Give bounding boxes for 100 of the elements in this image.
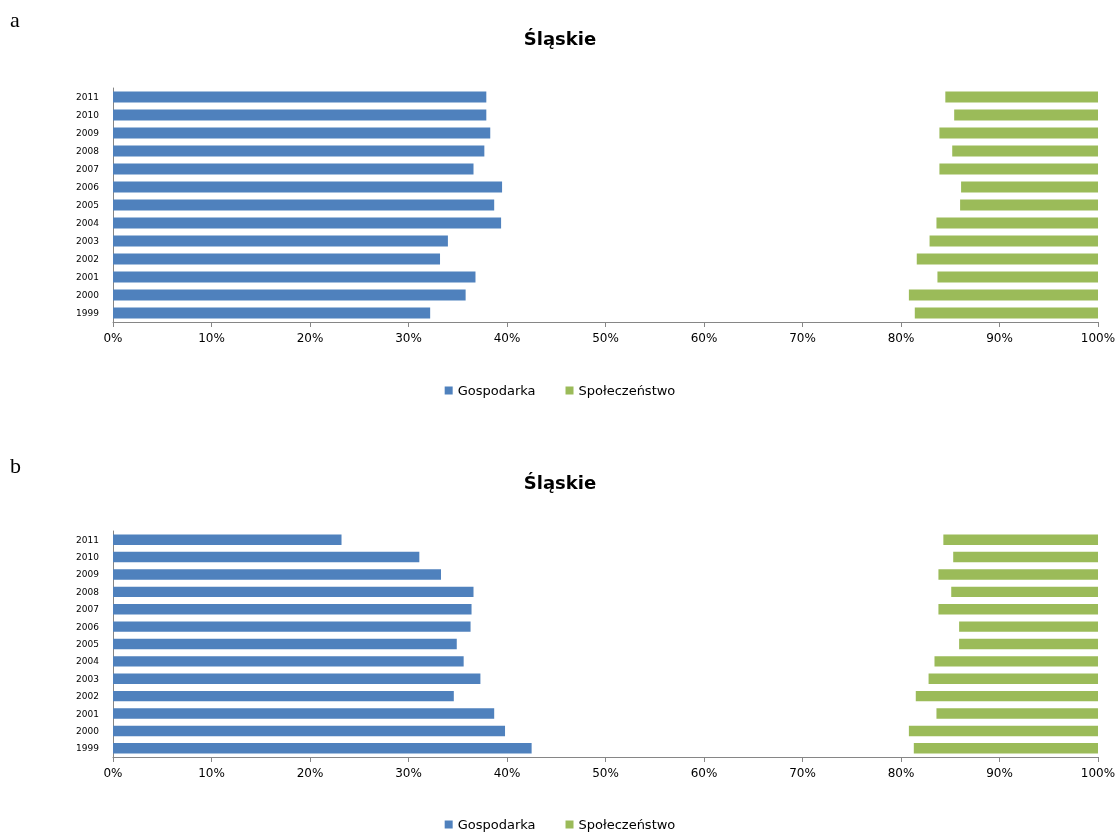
y-tick-label: 2010 <box>76 552 100 563</box>
x-tick-label: 70% <box>789 331 816 345</box>
bar <box>939 127 1098 139</box>
bar <box>113 551 420 563</box>
x-tick-label: 0% <box>103 331 123 345</box>
bar <box>959 638 1098 650</box>
x-tick-label: 40% <box>493 331 521 345</box>
bar <box>929 235 1098 247</box>
bar <box>113 163 474 175</box>
y-tick-label: 2007 <box>76 604 99 615</box>
y-tick-label: 2008 <box>76 586 100 597</box>
bar <box>961 181 1098 193</box>
bar <box>938 569 1098 580</box>
bar <box>951 586 1098 598</box>
y-tick-label: 2008 <box>76 146 100 156</box>
text: b <box>10 452 21 478</box>
bar <box>913 743 1098 754</box>
y-tick-label: 2006 <box>76 621 100 632</box>
bar <box>113 638 457 650</box>
bar <box>113 621 471 632</box>
bar <box>952 145 1098 157</box>
x-tick-label: 100% <box>1080 331 1116 345</box>
x-tick-label: 90% <box>986 331 1013 345</box>
y-tick-label: 2009 <box>76 569 100 580</box>
bar <box>113 604 472 615</box>
x-tick-label: 90% <box>986 766 1013 780</box>
text: a <box>10 6 20 32</box>
legend-label: Gospodarka <box>457 383 536 398</box>
bar <box>936 217 1098 229</box>
x-tick-label: 50% <box>592 331 619 345</box>
bar <box>113 690 454 702</box>
bar <box>113 109 487 121</box>
bar <box>113 289 466 301</box>
bar <box>113 656 464 667</box>
bar <box>954 109 1098 121</box>
x-tick-label: 100% <box>1080 766 1116 780</box>
y-tick-label: 2002 <box>76 691 99 702</box>
x-tick-label: 0% <box>103 766 123 780</box>
bar <box>113 91 487 103</box>
y-tick-label: 2004 <box>76 656 100 667</box>
x-tick-label: 20% <box>296 766 324 780</box>
bar <box>113 586 474 598</box>
y-tick-label: 2010 <box>76 110 100 120</box>
bar <box>928 673 1098 684</box>
y-tick-label: 1999 <box>76 308 100 318</box>
chart-title: Śląskie <box>523 27 597 49</box>
x-tick-label: 80% <box>887 766 915 780</box>
bar <box>916 253 1098 265</box>
bar <box>113 743 532 754</box>
y-tick-label: 2005 <box>76 639 99 649</box>
bar <box>113 673 481 684</box>
y-tick-label: 2004 <box>76 218 100 228</box>
y-tick-label: 2007 <box>76 164 99 174</box>
x-tick-label: 10% <box>198 331 225 345</box>
bar <box>113 217 502 229</box>
y-tick-label: 2003 <box>76 673 99 684</box>
x-tick-label: 70% <box>789 766 816 780</box>
bar <box>113 127 491 139</box>
x-tick-label: 30% <box>395 766 422 780</box>
y-tick-label: 2011 <box>76 92 99 102</box>
bar <box>113 235 448 247</box>
bar <box>113 199 495 211</box>
bar <box>113 181 503 193</box>
x-tick-label: 30% <box>395 331 422 345</box>
legend-label: Społeczeństwo <box>578 383 676 398</box>
x-tick-label: 40% <box>493 766 521 780</box>
x-tick-label: 20% <box>296 331 324 345</box>
bar <box>945 91 1098 103</box>
y-tick-label: 1999 <box>76 743 100 754</box>
y-tick-label: 2005 <box>76 200 99 210</box>
bar <box>936 708 1098 719</box>
bar <box>959 621 1098 632</box>
y-tick-label: 2001 <box>76 272 99 282</box>
bar <box>113 253 441 265</box>
legend-label: Gospodarka <box>457 817 536 832</box>
bar <box>113 271 476 283</box>
bar <box>938 604 1098 615</box>
y-tick-label: 2000 <box>76 725 100 736</box>
y-tick-label: 2003 <box>76 236 99 246</box>
y-tick-label: 2011 <box>76 534 99 545</box>
bar <box>113 708 495 719</box>
bar <box>943 534 1098 545</box>
bar <box>113 145 485 157</box>
bar <box>960 199 1098 211</box>
y-tick-label: 2001 <box>76 708 99 719</box>
x-tick-label: 60% <box>690 331 718 345</box>
bar <box>934 656 1098 667</box>
bar <box>908 725 1098 737</box>
bar <box>113 725 506 737</box>
bar <box>953 551 1098 563</box>
x-tick-label: 80% <box>887 331 915 345</box>
bar <box>908 289 1098 301</box>
x-tick-label: 60% <box>690 766 718 780</box>
bar <box>914 307 1098 319</box>
y-tick-label: 2002 <box>76 254 99 264</box>
x-tick-label: 50% <box>592 766 619 780</box>
bar <box>113 534 342 545</box>
bar <box>937 271 1098 283</box>
legend-label: Społeczeństwo <box>578 817 676 832</box>
y-tick-label: 2000 <box>76 290 100 300</box>
